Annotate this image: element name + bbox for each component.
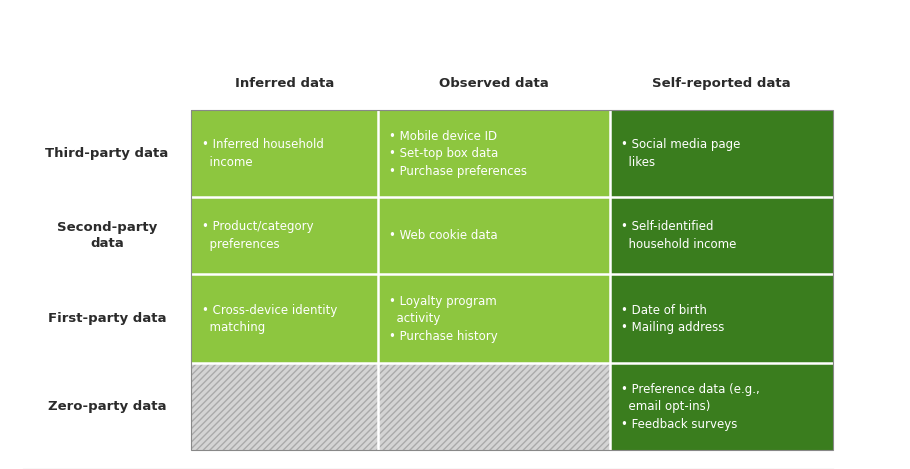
Text: • Social media page
  likes: • Social media page likes [621,138,740,169]
Text: • Loyalty program
  activity
• Purchase history: • Loyalty program activity • Purchase hi… [389,295,498,343]
Bar [610,110,833,197]
Text: • Inferred household
  income: • Inferred household income [202,138,324,169]
Text: • Self-identified
  household income: • Self-identified household income [621,220,736,251]
Text: Observed data: Observed data [439,77,549,90]
Bar [378,197,610,274]
Text: Inferred data: Inferred data [235,77,334,90]
Bar [191,363,378,450]
Bar [378,110,610,197]
Text: • Date of birth
• Mailing address: • Date of birth • Mailing address [621,303,724,334]
Bar [378,363,610,450]
Text: Zero-party data: Zero-party data [47,401,167,413]
Text: • Preference data (e.g.,
  email opt-ins)
• Feedback surveys: • Preference data (e.g., email opt-ins) … [621,383,759,431]
Bar [191,197,378,274]
Text: First-party data: First-party data [47,312,167,325]
Bar [378,363,610,450]
Bar [610,197,833,274]
Bar [610,274,833,363]
Text: Self-reported data: Self-reported data [652,77,791,90]
Bar [191,274,378,363]
Bar [191,110,378,197]
Text: • Web cookie data: • Web cookie data [389,229,497,242]
Bar [610,363,833,450]
Text: • Mobile device ID
• Set-top box data
• Purchase preferences: • Mobile device ID • Set-top box data • … [389,129,527,178]
Text: Second-party
data: Second-party data [56,221,157,250]
Text: • Cross-device identity
  matching: • Cross-device identity matching [202,303,338,334]
Text: • Product/category
  preferences: • Product/category preferences [202,220,314,251]
Bar [378,274,610,363]
Text: Third-party data: Third-party data [46,147,168,160]
Bar [191,110,833,450]
Bar [191,363,378,450]
